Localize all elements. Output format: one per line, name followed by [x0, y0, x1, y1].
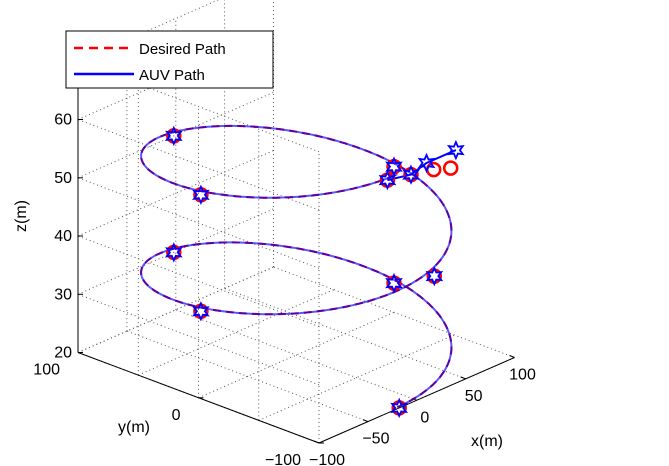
x-tick-mark	[362, 419, 369, 423]
grid-side-z	[77, 293, 320, 386]
grid-top-edge	[77, 60, 320, 153]
x-tick-label: 0	[420, 409, 429, 426]
x-tick-mark	[460, 376, 466, 380]
legend-box	[65, 30, 274, 89]
auv-marker	[385, 272, 403, 294]
z-tick-label: 50	[54, 170, 72, 187]
z-tick-label: 40	[54, 228, 72, 245]
z-tick-label: 30	[54, 286, 72, 303]
grid-floor-x	[273, 266, 515, 358]
y-tick-label: −100	[265, 452, 301, 466]
auv-path-tail	[387, 149, 457, 182]
axes-box	[77, 61, 515, 444]
x-tick-label: 100	[509, 367, 536, 384]
auv-marker	[425, 265, 444, 287]
auv-marker	[402, 164, 420, 185]
path-curves	[140, 124, 457, 409]
auv-marker	[378, 169, 397, 191]
auv-marker	[385, 156, 403, 177]
desired-path-line	[140, 124, 453, 409]
auv-marker	[417, 152, 436, 174]
y-axis-label: y(m)	[118, 419, 150, 436]
x-tick-label: −100	[309, 452, 345, 466]
legend-label-desired: Desired Path	[139, 41, 226, 58]
desired-marker	[425, 161, 442, 178]
auv-path-line	[140, 124, 453, 409]
grid-side-z	[77, 177, 320, 269]
x-tick-mark	[313, 440, 320, 444]
grid-floor-x	[175, 309, 417, 401]
grid-side-z	[77, 235, 320, 327]
path-markers	[164, 125, 465, 419]
legend: Desired Path AUV Path	[65, 30, 274, 89]
desired-marker	[442, 160, 459, 176]
x-tick-label: 50	[465, 388, 483, 405]
x-axis-label: x(m)	[471, 433, 503, 450]
auv-marker	[192, 301, 210, 322]
auv-marker	[390, 397, 409, 419]
z-tick-label: 20	[54, 345, 72, 362]
grid-side-z	[77, 119, 320, 211]
auv-marker	[164, 242, 183, 263]
x-tick-label: −50	[362, 431, 389, 448]
auv-marker	[192, 184, 210, 206]
grid-floor-x	[126, 330, 369, 423]
auv-marker	[446, 139, 465, 161]
y-tick-label: 0	[172, 407, 181, 424]
z-tick-label: 60	[54, 112, 72, 129]
x-tick-mark	[509, 355, 515, 358]
auv-marker	[164, 125, 183, 147]
y-tick-label: 100	[33, 362, 60, 379]
grid-floor-y	[138, 289, 335, 376]
z-axis-label: z(m)	[13, 200, 30, 232]
legend-label-auv: AUV Path	[139, 67, 205, 84]
